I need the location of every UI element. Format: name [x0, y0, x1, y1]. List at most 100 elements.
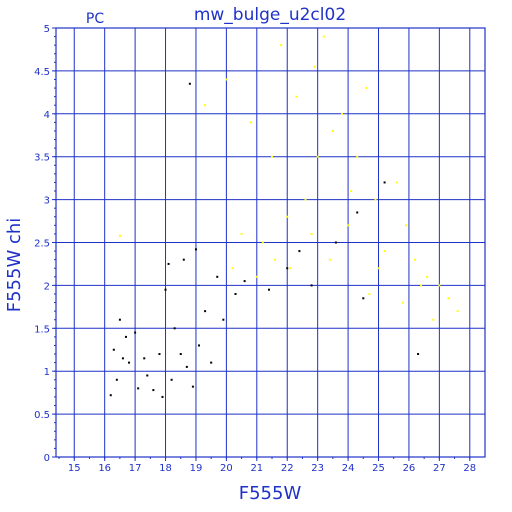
data-point-black: [118, 318, 121, 321]
data-point-yellow: [310, 232, 313, 235]
x-tick-label: 20: [220, 463, 233, 474]
x-axis-label: F555W: [239, 483, 302, 504]
data-point-black: [143, 357, 146, 360]
data-point-yellow: [447, 297, 450, 300]
data-point-black: [134, 331, 137, 334]
data-point-yellow: [286, 215, 289, 218]
x-tick-label: 15: [68, 463, 81, 474]
x-tick-label: 22: [281, 463, 294, 474]
x-tick-label: 19: [190, 463, 203, 474]
data-point-yellow: [322, 35, 325, 38]
data-point-black: [222, 318, 225, 321]
data-point-black: [298, 250, 301, 253]
data-point-black: [267, 288, 270, 291]
data-point-yellow: [313, 65, 316, 68]
y-tick-label: 2: [44, 281, 50, 292]
data-point-black: [137, 387, 140, 390]
y-tick-label: 1: [44, 367, 50, 378]
data-point-yellow: [255, 275, 258, 278]
data-point-black: [182, 258, 185, 261]
data-point-black: [173, 327, 176, 330]
data-point-yellow: [304, 198, 307, 201]
data-point-black: [198, 344, 200, 347]
data-point-yellow: [280, 44, 283, 47]
x-tick-label: 21: [250, 463, 263, 474]
data-point-yellow: [274, 258, 277, 261]
data-point-yellow: [438, 284, 441, 287]
data-point-black: [161, 395, 164, 398]
data-point-yellow: [204, 104, 207, 107]
data-point-black: [158, 353, 161, 356]
data-point-yellow: [365, 87, 368, 90]
data-point-black: [216, 275, 219, 278]
data-point-yellow: [118, 234, 121, 237]
y-tick-label: 4.5: [34, 67, 50, 78]
y-axis-ticks: 0 0.5 1 1.5 2 2.5 3 3.5 4 4.5 5: [34, 24, 56, 464]
data-point-yellow: [356, 155, 359, 158]
data-point-black: [191, 385, 194, 388]
data-point-black: [334, 241, 337, 244]
data-point-yellow: [395, 181, 398, 184]
data-point-yellow: [341, 112, 343, 115]
y-tick-label: 4: [44, 110, 50, 121]
data-point-yellow: [432, 318, 435, 321]
data-point-yellow: [271, 155, 274, 158]
data-point-yellow: [404, 224, 407, 227]
data-point-yellow: [374, 198, 377, 201]
x-tick-label: 23: [311, 463, 324, 474]
data-point-black: [179, 353, 182, 356]
data-point-yellow: [331, 129, 334, 132]
data-point-black: [152, 389, 155, 392]
x-tick-label: 16: [98, 463, 111, 474]
data-point-yellow: [426, 275, 429, 278]
y-tick-label: 5: [44, 24, 50, 35]
data-point-black: [121, 357, 124, 360]
data-point-black: [383, 181, 386, 184]
data-point-black: [210, 361, 213, 364]
data-point-black: [362, 297, 365, 300]
data-point-yellow: [350, 190, 353, 193]
data-point-yellow: [368, 292, 371, 295]
data-point-black: [417, 353, 420, 356]
y-tick-label: 0: [44, 453, 50, 464]
x-tick-label: 27: [433, 463, 446, 474]
grid-lines: [56, 27, 485, 458]
chart-title: mw_bulge_u2cl02: [194, 5, 346, 25]
x-tick-label: 28: [463, 463, 476, 474]
data-point-black: [188, 82, 191, 85]
data-point-black: [243, 280, 246, 283]
data-point-black: [204, 310, 207, 313]
data-point-black: [146, 374, 149, 377]
y-tick-label: 0.5: [34, 410, 50, 421]
data-point-yellow: [240, 232, 243, 235]
data-point-black: [115, 378, 118, 381]
data-point-yellow: [383, 250, 386, 253]
data-point-black: [164, 288, 167, 291]
data-point-yellow: [261, 241, 264, 244]
corner-label: PC: [86, 11, 104, 27]
data-point-black: [310, 284, 313, 287]
y-axis-label: F555W chi: [4, 218, 25, 313]
data-point-black: [128, 361, 131, 364]
y-tick-label: 3: [44, 196, 50, 207]
y-tick-label: 3.5: [34, 153, 50, 164]
x-tick-label: 25: [372, 463, 385, 474]
data-points: [109, 35, 459, 398]
data-point-yellow: [347, 224, 350, 227]
data-point-yellow: [377, 267, 380, 270]
x-tick-label: 24: [342, 463, 355, 474]
x-tick-label: 18: [159, 463, 172, 474]
data-point-black: [234, 292, 237, 295]
x-axis-ticks: 15 16 17 18 19 20 21 22 23 24 25 26 27 28: [58, 457, 476, 474]
data-point-yellow: [249, 121, 252, 124]
data-point-black: [194, 248, 197, 251]
data-point-yellow: [289, 267, 292, 270]
x-tick-label: 26: [403, 463, 416, 474]
data-point-yellow: [328, 258, 331, 261]
data-point-black: [109, 394, 112, 397]
data-point-black: [170, 378, 173, 381]
data-point-yellow: [295, 95, 298, 98]
data-point-yellow: [225, 78, 228, 81]
data-point-yellow: [420, 284, 423, 287]
